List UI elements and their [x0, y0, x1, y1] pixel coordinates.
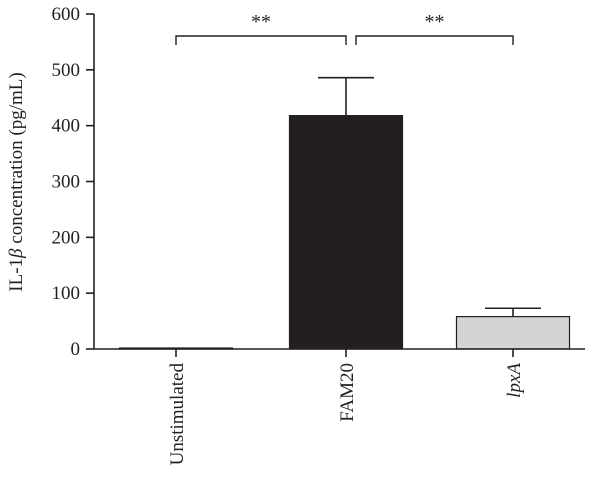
y-tick-label-100: 100	[52, 283, 81, 304]
y-axis-title-prefix: IL-1	[6, 258, 27, 292]
y-tick-label-300: 300	[52, 172, 81, 193]
x-labels-layer: Unstimulated FAM20 lpxA	[167, 363, 525, 466]
significance-label-2: **	[425, 11, 445, 33]
bars-layer	[118, 115, 571, 350]
y-tick-label-200: 200	[52, 227, 81, 248]
x-category-label-lpxa: lpxA	[504, 363, 525, 398]
significance-bracket-1	[175, 35, 347, 45]
y-axis-title-suffix: concentration (pg/mL)	[6, 72, 27, 248]
significance-bracket-2	[355, 35, 514, 45]
y-axis-title-symbol: β	[6, 248, 27, 259]
error-bar-lpxa	[485, 307, 541, 317]
y-tick-label-400: 400	[52, 116, 81, 137]
significance-layer: ** **	[175, 11, 514, 45]
y-tick-label-600: 600	[52, 4, 81, 25]
y-axis-title: IL-1β concentration (pg/mL)	[6, 72, 27, 291]
bar-fam20	[288, 115, 404, 350]
error-bar-fam20	[318, 76, 374, 116]
x-category-label-fam20: FAM20	[337, 363, 358, 422]
significance-label-1: **	[251, 11, 271, 33]
error-bars-layer	[318, 76, 541, 317]
y-ticks-layer: 0 100 200 300 400 500 600	[52, 4, 94, 360]
y-tick-label-500: 500	[52, 60, 81, 81]
x-category-label-unstimulated: Unstimulated	[167, 363, 188, 466]
bar-lpxa	[455, 316, 571, 350]
y-tick-label-0: 0	[71, 339, 81, 360]
